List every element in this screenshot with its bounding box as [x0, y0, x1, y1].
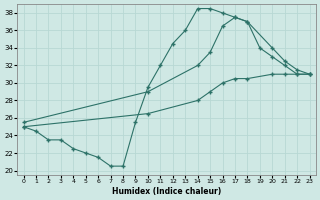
- X-axis label: Humidex (Indice chaleur): Humidex (Indice chaleur): [112, 187, 221, 196]
